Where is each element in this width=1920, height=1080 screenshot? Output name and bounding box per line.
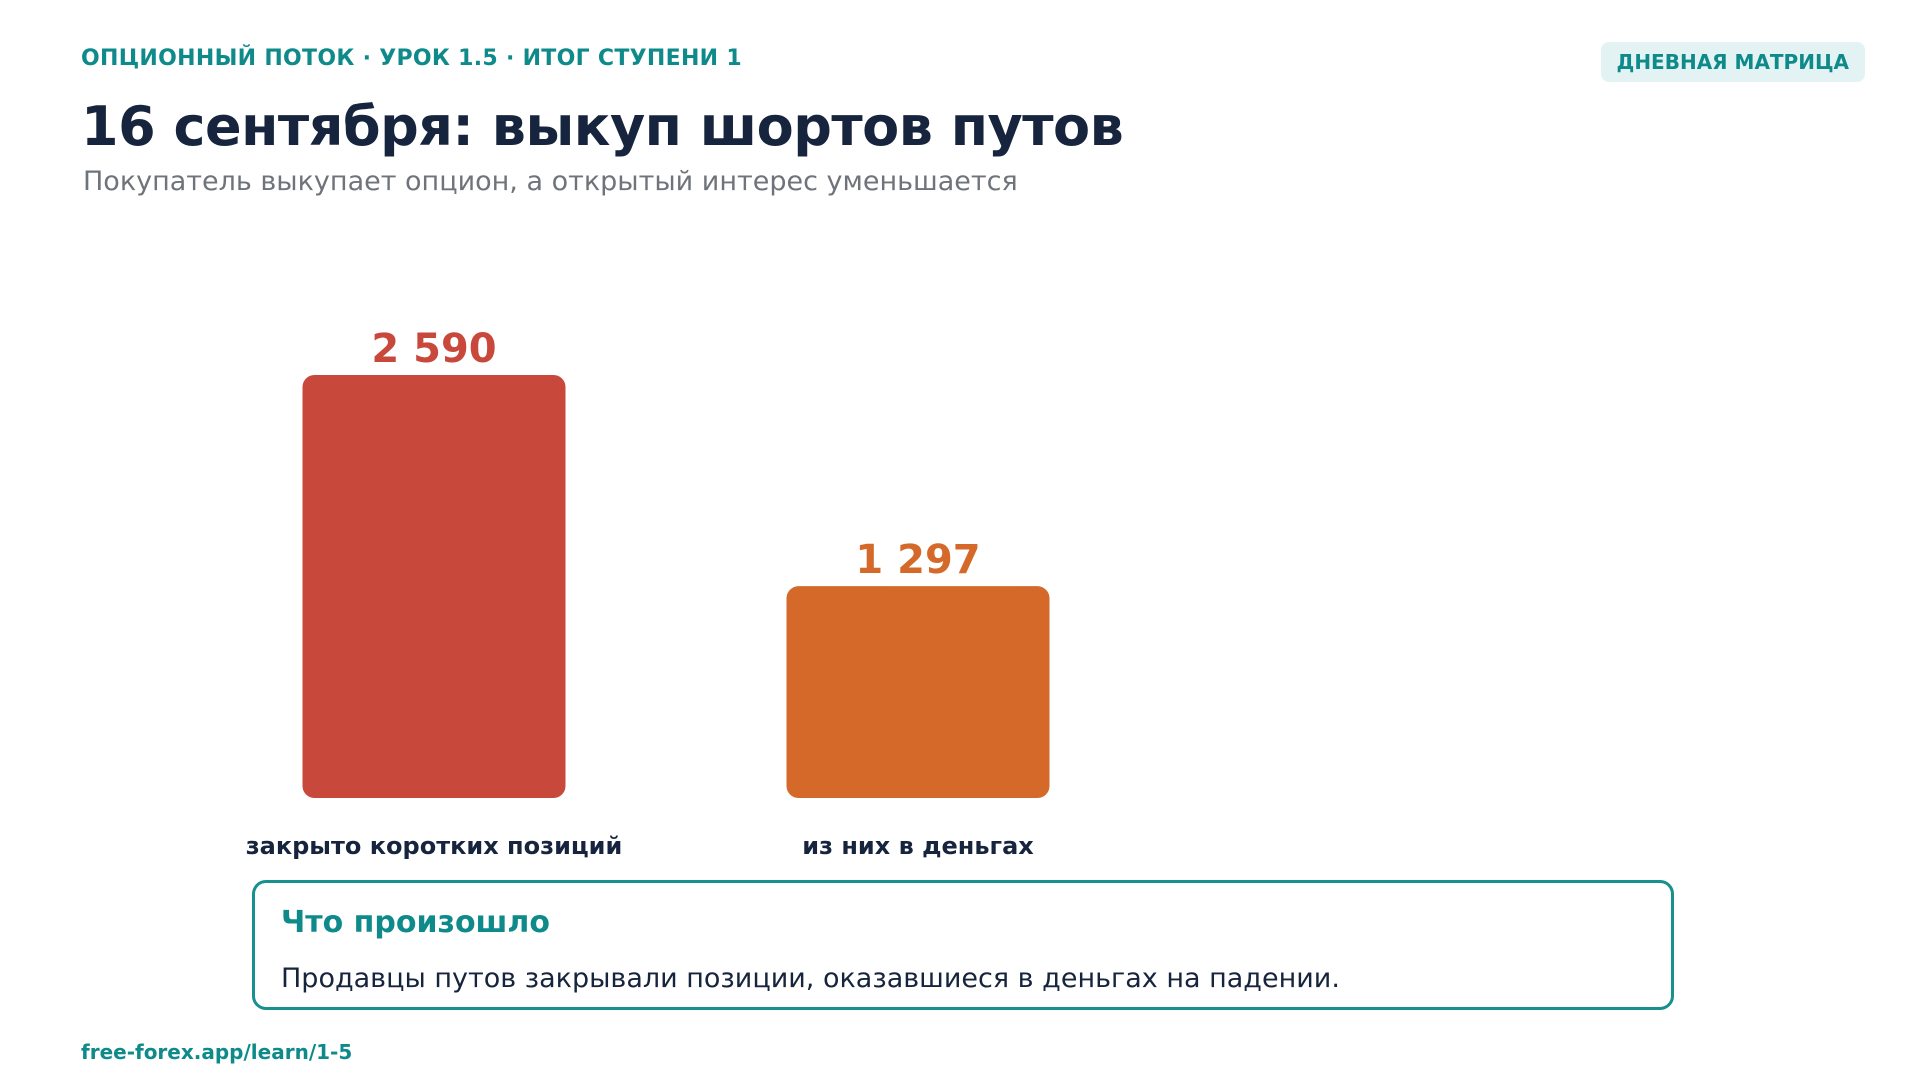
callout-text: Продавцы путов закрывали позиции, оказав… [281,963,1340,994]
page-title: 16 сентября: выкуп шортов путов [81,95,1124,158]
footer-link[interactable]: free-forex.app/learn/1-5 [81,1040,353,1064]
bar-2 [786,586,1050,798]
daily-matrix-badge: ДНЕВНАЯ МАТРИЦА [1600,42,1865,82]
page-subtitle: Покупатель выкупает опцион, а открытый и… [83,166,1018,197]
category-label-1: закрыто коротких позиций [246,832,623,860]
category-label-2: из них в деньгах [802,832,1034,860]
lesson-kicker: ОПЦИОННЫЙ ПОТОК · УРОК 1.5 · ИТОГ СТУПЕН… [81,46,742,71]
bar-value-label-2: 1 297 [855,537,980,583]
callout-title: Что произошло [281,905,551,940]
bar-value-label-1: 2 590 [371,326,496,372]
bar-1 [302,375,566,798]
bar-chart: 2 590 закрыто коротких позиций 1 297 из них… [246,326,1050,860]
what-happened-callout: Что произошло Продавцы путов закрывали п… [252,880,1674,1010]
